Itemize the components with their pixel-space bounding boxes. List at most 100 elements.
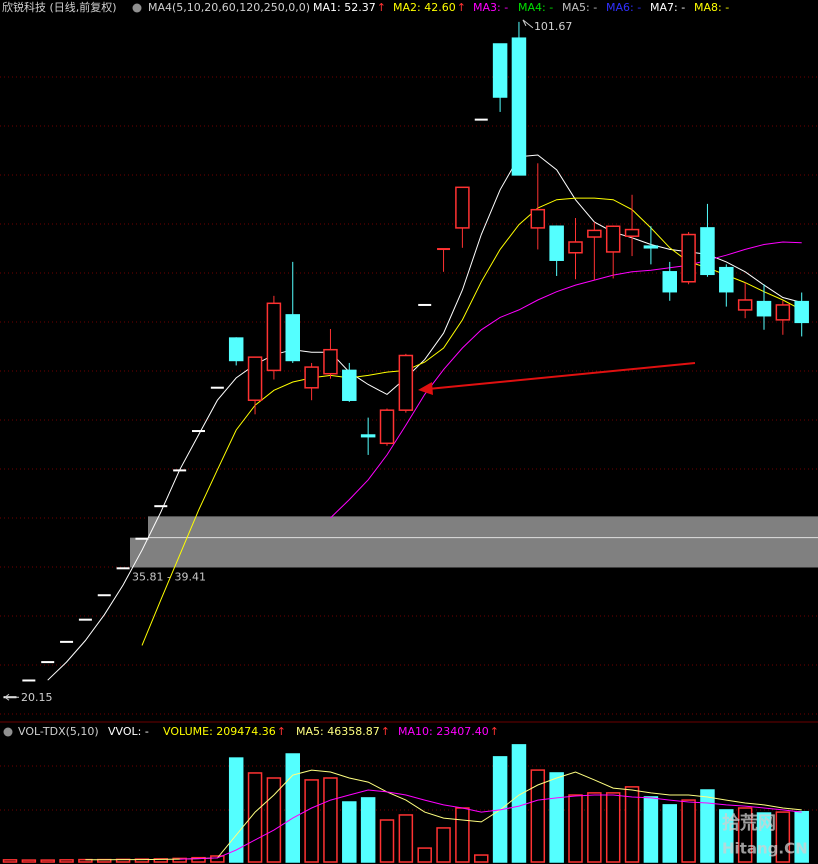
gap-zone — [148, 516, 818, 538]
candle-body — [247, 356, 263, 401]
candle-body — [304, 366, 319, 389]
watermark: Hitang.CN — [722, 840, 808, 858]
volume-title: VOL-TDX(5,10) — [18, 725, 99, 738]
volume-bar — [474, 854, 489, 863]
volume-bar — [756, 812, 772, 863]
candle-body — [549, 225, 564, 261]
candle-body — [605, 225, 621, 253]
legend-arrow: ↑ — [490, 725, 499, 738]
legend-entry: MA10: 23407.40 — [398, 725, 489, 738]
low-label: 20.15 — [21, 691, 53, 704]
legend-entry: VVOL: - — [108, 725, 149, 738]
candle-body — [794, 300, 809, 324]
candle-body — [643, 245, 659, 249]
legend-entry: VOLUME: 209474.36 — [163, 725, 276, 738]
volume-bar — [530, 769, 546, 863]
settings-icon[interactable] — [3, 727, 13, 737]
volume-bar — [2, 859, 18, 863]
volume-bar — [360, 797, 376, 863]
legend-entry: MA6: - — [606, 1, 641, 14]
candle-body — [492, 43, 508, 98]
gap-zone-label: 35.81 - 39.41 — [132, 570, 206, 583]
candle-body — [568, 241, 583, 254]
volume-bar — [172, 857, 187, 863]
candle-body — [737, 299, 753, 311]
volume-bar — [266, 777, 282, 863]
legend-entry: MA3: - — [473, 1, 508, 14]
legend-entry: MA5: - — [562, 1, 597, 14]
candle-body — [624, 228, 640, 237]
volume-bar — [624, 786, 640, 863]
volume-bar — [775, 811, 791, 863]
volume-bar — [342, 801, 357, 863]
watermark: 拾荒网 — [722, 812, 776, 834]
candle-body — [266, 302, 282, 372]
volume-bar — [59, 859, 74, 863]
candle-body — [398, 354, 414, 411]
candle-body — [379, 409, 395, 445]
legend-entry: MA2: 42.60 — [393, 1, 456, 14]
volume-bar — [398, 814, 414, 863]
candle-body — [360, 434, 376, 438]
candle-body — [228, 337, 244, 362]
volume-bar — [662, 804, 677, 863]
volume-bar — [191, 856, 206, 863]
candle-body — [700, 227, 715, 276]
candle-body — [775, 304, 791, 321]
volume-bar — [153, 858, 169, 863]
candle-body — [719, 266, 734, 293]
volume-bar — [323, 777, 338, 863]
candle-body — [342, 369, 357, 401]
annotation-arrow — [427, 362, 696, 390]
legend-entry: MA5: 46358.87 — [296, 725, 380, 738]
volume-bar — [40, 859, 55, 863]
settings-icon[interactable] — [132, 3, 142, 13]
volume-bar — [511, 744, 527, 863]
legend-arrow: ↑ — [457, 1, 466, 14]
volume-bar — [587, 792, 602, 863]
volume-bar — [455, 807, 470, 863]
volume-bar — [568, 794, 583, 863]
legend-entry: MA4: - — [518, 1, 553, 14]
indicator-name: MA4(5,10,20,60,120,250,0,0) — [148, 1, 310, 14]
candle-body — [662, 271, 677, 293]
ma-line — [330, 241, 802, 519]
volume-bar — [228, 757, 244, 863]
volume-ma-line — [179, 789, 802, 860]
candle-body — [455, 186, 470, 229]
volume-bar — [379, 819, 395, 863]
chart-title: 欣锐科技 (日线,前复权) — [2, 0, 117, 14]
volume-bar — [605, 792, 621, 863]
annotation-arrowhead — [418, 382, 433, 395]
candle-body — [285, 314, 300, 362]
annotation-pointer — [4, 693, 19, 701]
legend-entry: MA7: - — [650, 1, 685, 14]
legend-arrow: ↑ — [277, 725, 286, 738]
volume-bar — [210, 855, 225, 863]
candle-body — [681, 233, 696, 283]
ma-line — [47, 154, 802, 681]
legend-entry: MA1: 52.37 — [313, 1, 376, 14]
volume-bar — [549, 772, 564, 863]
candle-body — [587, 229, 602, 238]
volume-bar — [417, 847, 432, 863]
high-label: 101.67 — [534, 20, 573, 33]
candle-body — [511, 37, 527, 176]
annotation-pointer — [522, 19, 534, 29]
legend-arrow: ↑ — [377, 1, 386, 14]
candle-body — [323, 348, 338, 375]
volume-bar — [719, 809, 734, 863]
volume-bar — [643, 796, 659, 863]
volume-bar — [436, 827, 451, 863]
volume-bar — [700, 789, 715, 863]
volume-bar — [247, 772, 263, 863]
volume-bar — [681, 799, 696, 863]
legend-arrow: ↑ — [381, 725, 390, 738]
volume-bar — [737, 807, 753, 863]
volume-bar — [304, 779, 319, 863]
volume-bar — [285, 753, 300, 863]
